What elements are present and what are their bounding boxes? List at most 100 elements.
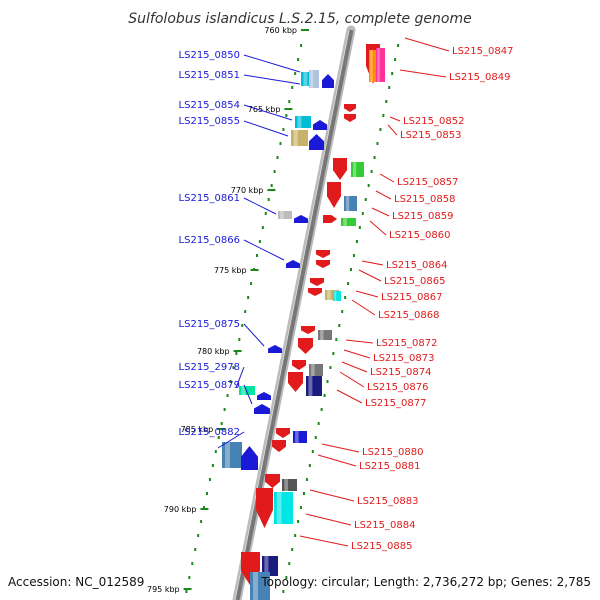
ruler-major-tick <box>217 428 226 430</box>
ruler-dash <box>203 506 206 509</box>
accession-text: Accession: NC_012589 <box>8 575 144 589</box>
ruler-dash <box>355 240 358 243</box>
gene-glyph-0874 <box>292 360 306 370</box>
gene-glyph-0883b <box>282 479 297 491</box>
ruler-dash <box>250 282 253 285</box>
leader-line <box>361 260 384 266</box>
gene-glyph-0852 <box>344 104 356 112</box>
gene-glyph-0879 <box>254 404 270 414</box>
leader-line <box>305 513 352 526</box>
ruler-dash <box>270 184 273 187</box>
ruler-dash <box>300 44 303 47</box>
gene-glyph-0855b <box>309 134 324 150</box>
ruler-dash <box>285 576 288 579</box>
gene-glyph-0866 <box>286 260 300 268</box>
ruler-tick-label: 780 kbp <box>197 347 230 356</box>
ruler-dash <box>214 450 217 453</box>
leader-line <box>321 443 360 453</box>
ruler-dash <box>335 338 338 341</box>
leader-line <box>375 190 392 200</box>
gene-label-ls215_0861: LS215_0861 <box>179 193 240 204</box>
leader-line <box>387 124 398 136</box>
ruler-dash <box>358 226 361 229</box>
gene-label-ls215_0873: LS215_0873 <box>373 353 434 364</box>
ruler-dash <box>364 198 367 201</box>
gene-label-ls215_0880: LS215_0880 <box>362 447 423 458</box>
gene-label-ls215_0876: LS215_0876 <box>367 382 428 393</box>
ruler-major-tick <box>200 508 209 510</box>
leader-line <box>339 371 365 388</box>
gene-label-ls215_0884: LS215_0884 <box>354 520 415 531</box>
gene-label-ls215_0872: LS215_0872 <box>376 338 437 349</box>
gene-glyph-0867 <box>310 278 324 286</box>
ruler-tick-label: 775 kbp <box>214 266 247 275</box>
gene-label-ls215_0850: LS215_0850 <box>179 50 240 61</box>
gene-glyph-0868-shine <box>327 290 331 300</box>
gene-glyph-0860b <box>323 215 337 223</box>
gene-glyph-0884b <box>274 492 293 524</box>
gene-label-ls215_0858: LS215_0858 <box>394 194 455 205</box>
gene-glyph-0868 <box>325 290 339 300</box>
ruler-dash <box>373 156 376 159</box>
gene-glyph-0855 <box>291 130 308 146</box>
ruler-dash <box>329 366 332 369</box>
ruler-tick-label: 770 kbp <box>231 186 264 195</box>
gene-label-ls215_0849: LS215_0849 <box>449 72 510 83</box>
gene-glyph-0854b <box>313 120 327 130</box>
gene-glyph-0880b-shine <box>295 431 299 443</box>
gene-label-ls215_0875: LS215_0875 <box>179 319 240 330</box>
gene-glyph-0851 <box>322 74 334 88</box>
leader-line <box>345 339 374 344</box>
ruler-dash <box>294 534 297 537</box>
gene-glyph-0882 <box>222 442 242 468</box>
ruler-dash <box>220 422 223 425</box>
gene-glyph-0850b-shine <box>310 70 313 88</box>
gene-glyph-0860c-shine <box>343 218 347 226</box>
ruler-dash <box>294 72 297 75</box>
ruler-dash <box>320 408 323 411</box>
gene-glyph-2978 <box>239 386 255 395</box>
gene-glyph-0873b <box>298 338 313 354</box>
leader-line <box>309 489 355 502</box>
gene-label-ls215_0854: LS215_0854 <box>179 100 240 111</box>
gene-glyph-0885c <box>250 572 270 600</box>
ruler-dash <box>291 86 294 89</box>
ruler-dash <box>297 58 300 61</box>
gene-glyph-0854-shine <box>297 116 302 128</box>
ruler-tick-label: 795 kbp <box>147 585 180 594</box>
ruler-dash <box>276 156 279 159</box>
ruler-dash <box>200 520 203 523</box>
leader-line <box>336 389 363 404</box>
gene-label-ls215_0847: LS215_0847 <box>452 46 513 57</box>
gene-glyph-0875 <box>268 345 282 353</box>
leader-layer <box>217 37 450 547</box>
backbone-highlight <box>234 29 350 600</box>
ruler-dash <box>267 198 270 201</box>
gene-glyph-0882-shine <box>225 442 230 468</box>
ruler-dash <box>279 142 282 145</box>
ruler-dash <box>385 100 388 103</box>
ruler-dash <box>388 86 391 89</box>
gene-glyph-0850-shine <box>303 72 308 86</box>
ruler-major-tick <box>284 108 293 110</box>
leader-line <box>399 69 447 78</box>
gene-label-ls215_0883: LS215_0883 <box>357 496 418 507</box>
leader-line <box>355 290 379 298</box>
gene-glyph-0876 <box>309 364 323 376</box>
gene-label-ls215_0857: LS215_0857 <box>397 177 458 188</box>
gene-label-ls215_0859: LS215_0859 <box>392 211 453 222</box>
gene-glyph-2978-shine <box>241 386 246 395</box>
leader-line <box>299 535 349 547</box>
gene-glyph-0884b-shine <box>276 492 282 524</box>
gene-label-ls215_0855: LS215_0855 <box>179 116 240 127</box>
leader-line <box>358 269 382 282</box>
gene-glyph-0876-shine <box>311 364 315 376</box>
gene-glyph-0860 <box>344 196 357 211</box>
ruler-major-tick <box>301 29 309 31</box>
leader-line <box>243 54 301 73</box>
gene-label-ls215_0877: LS215_0877 <box>365 398 426 409</box>
ruler-dash <box>332 352 335 355</box>
gene-glyph-0861 <box>278 211 292 219</box>
leader-line <box>235 366 245 389</box>
ruler-major-tick <box>267 189 276 191</box>
